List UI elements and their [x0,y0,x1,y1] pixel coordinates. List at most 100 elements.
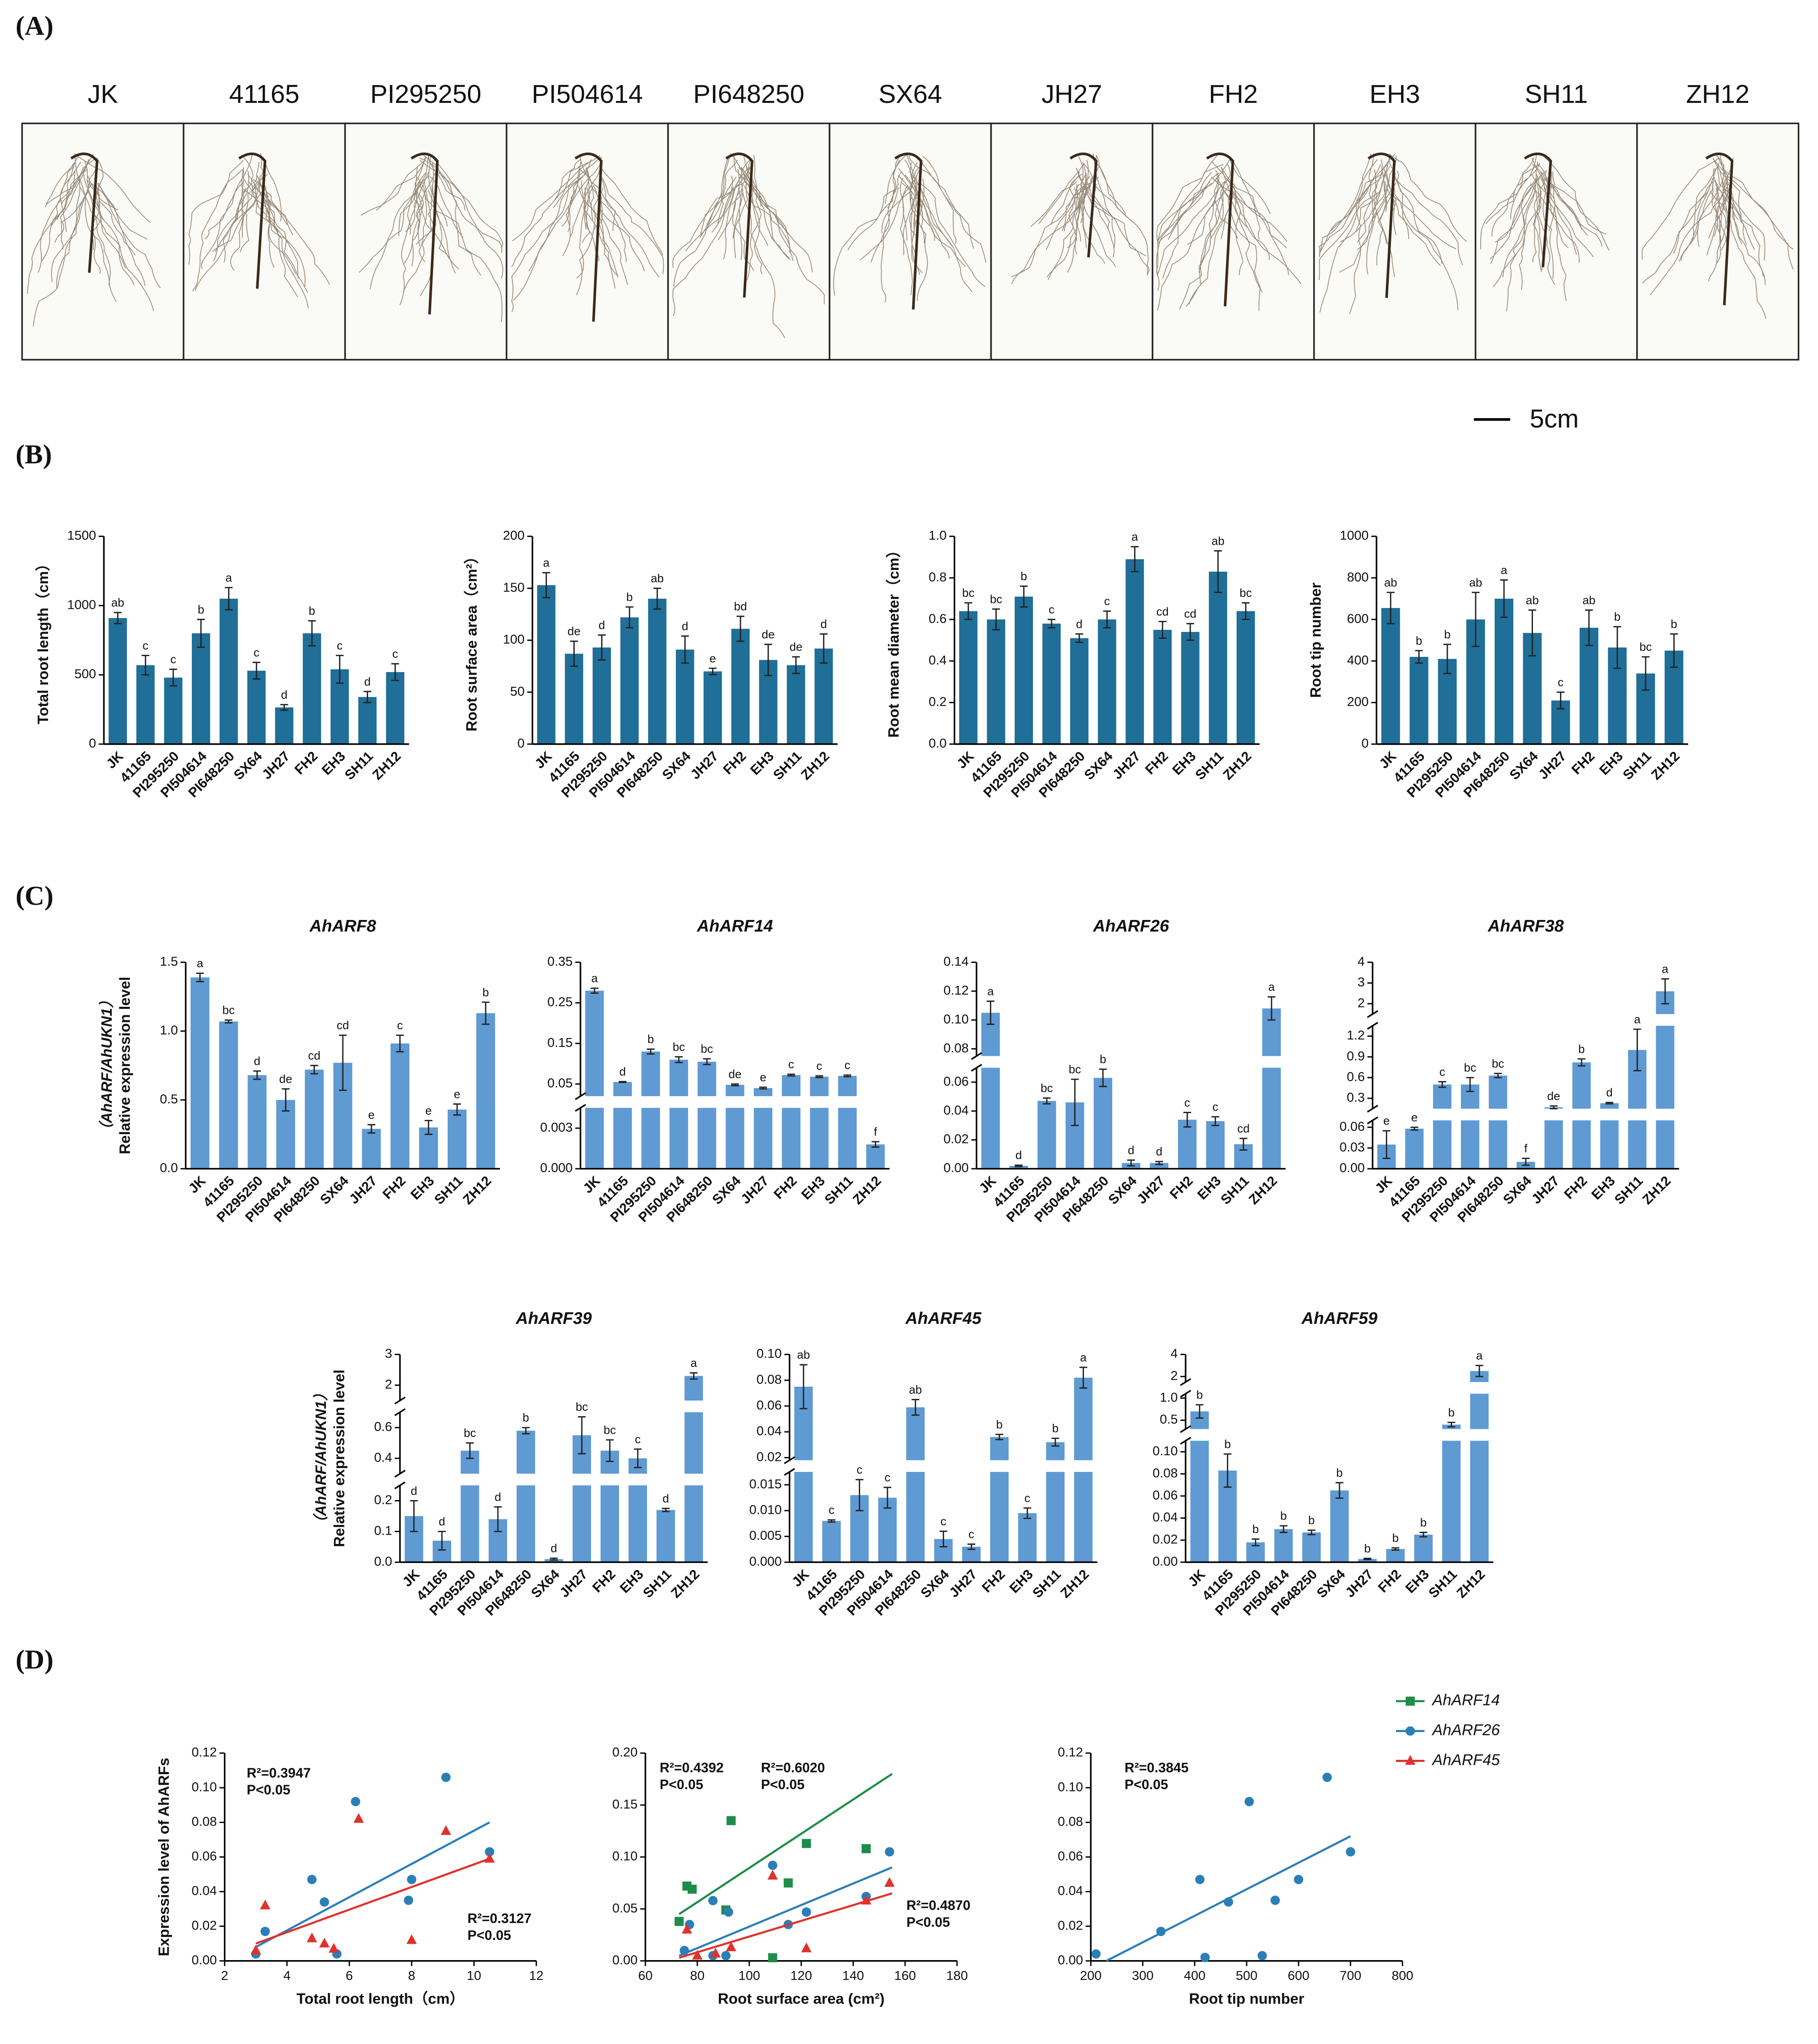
significance-letter: b [1448,1406,1455,1419]
y-tick-label: 3 [385,1346,392,1361]
bar [1209,571,1227,744]
significance-letter: c [828,1503,834,1517]
error-bar [1071,1078,1079,1126]
x-tick-label: SX64 [317,1173,351,1207]
error-bar [336,655,344,684]
error-bar [391,663,399,681]
y-tick-label: 3 [1358,975,1365,990]
x-tick-label: JH27 [1342,1566,1376,1600]
x-tick-label: SH11 [1218,1173,1252,1207]
bar [1262,1008,1281,1169]
y-tick-label: 4 [1170,1346,1178,1361]
error-bar [1043,1097,1051,1105]
x-tick-label: JH27 [738,1173,772,1207]
legend-marker [1405,1726,1415,1736]
fit-line [255,1821,490,1948]
lateral-roots [1641,153,1794,319]
significance-letter: c [635,1433,641,1446]
axis-break [1180,1436,1191,1445]
bar [987,619,1006,744]
y-tick-label: 0.06 [191,1849,217,1864]
significance-letter: d [364,675,371,688]
point [708,1896,718,1906]
x-tick-label: SH11 [1192,748,1226,783]
significance-letter: a [1662,962,1669,975]
point [710,1947,721,1958]
y-tick-label: 0.2 [374,1493,392,1507]
significance-letter: bc [1041,1081,1053,1095]
y-axis-label: Total root length（cm） [35,556,51,724]
x-tick-label: 700 [1340,1968,1361,1983]
y-tick-label: 4 [1358,954,1365,968]
y-tick-label: 0.00 [944,1160,969,1175]
significance-letter: d [495,1490,501,1503]
significance-letter: a [1080,1351,1087,1364]
error-bar [731,1083,739,1087]
significance-letter: ab [651,572,664,585]
x-tick-label: JH27 [557,1566,590,1600]
significance-letter: ab [1526,594,1539,607]
significance-letter: e [1411,1111,1417,1124]
error-bar [1195,1404,1204,1419]
error-bar [1443,643,1452,674]
x-axis-label: Root surface area (cm²) [718,1990,885,2007]
y-tick-label: 1500 [67,528,96,543]
significance-letter: d [682,619,688,632]
error-bar [367,1124,376,1134]
error-bar [1307,1529,1315,1536]
error-bar [590,987,599,994]
error-bar [1159,621,1167,639]
x-tick-label: FH2 [589,1566,619,1595]
bar [656,1510,675,1563]
chart-title: AhARF45 [905,1309,982,1328]
y-tick-label: 0.10 [756,1346,782,1361]
error-bar [1079,1366,1087,1389]
cultivar-label: JH27 [1041,80,1102,109]
y-tick-label: 0.03 [1339,1140,1365,1154]
axis-break [394,1408,406,1416]
significance-letter: ab [1469,576,1482,589]
significance-letter: a [1476,1349,1483,1362]
bar [592,647,611,744]
x-tick-label: SX64 [709,1173,743,1207]
y-tick-label: 400 [1347,653,1369,667]
regression-note: P<0.05 [761,1777,804,1792]
axis-break [394,1481,406,1490]
x-tick-label: JK [580,1173,603,1196]
chart-title: AhARF59 [1301,1309,1378,1328]
x-tick-label: 140 [842,1968,864,1983]
y-tick-label: 1.0 [160,1023,178,1038]
point [692,1950,703,1960]
error-bar [815,1075,823,1078]
error-bar [1410,1127,1418,1131]
x-tick-label: 100 [738,1968,760,1983]
point [680,1946,689,1955]
x-tick-label: SX64 [1506,748,1541,783]
bar [1489,1075,1507,1169]
error-bar [542,572,550,598]
bar [390,1043,410,1169]
y-axis-label: Root mean diameter（cm） [885,543,902,737]
error-bar [1613,626,1622,669]
y-tick-label: 0.05 [612,1901,637,1915]
y-tick-label: 1000 [1340,528,1369,543]
bar [1150,1163,1169,1169]
bar [1153,629,1172,744]
break-gap [978,1056,1287,1068]
bar [1014,596,1033,744]
x-tick-label: 500 [1236,1968,1257,1983]
y-tick-label: 0 [89,736,96,750]
x-tick-label: SH11 [770,748,804,783]
axis-break [784,1456,795,1464]
chart-title: AhARF14 [697,917,773,936]
significance-letter: a [987,984,994,998]
significance-letter: b [1444,628,1450,641]
bar [675,649,694,744]
axis-break [575,1092,586,1100]
y-tick-label: 0.2 [929,694,947,709]
x-tick-label: SH11 [1030,1566,1064,1600]
bar [476,1013,495,1169]
x-tick-label: FH2 [1568,748,1597,777]
significance-letter: b [1392,1531,1398,1544]
significance-letter: b [1578,1042,1584,1055]
